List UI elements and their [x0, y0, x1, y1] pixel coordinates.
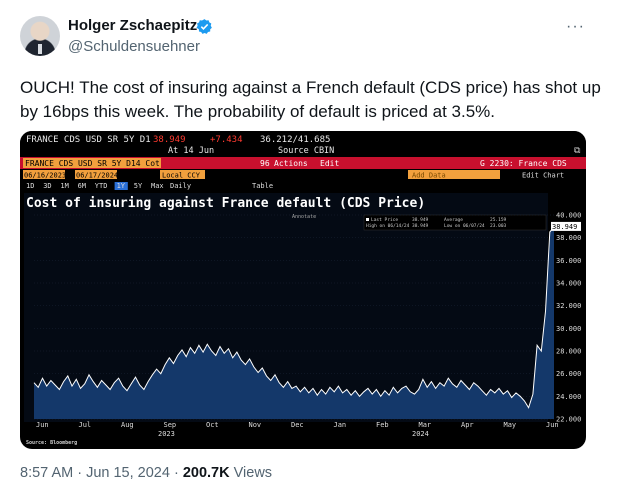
- period-button-1m[interactable]: 1M: [60, 182, 68, 190]
- x-tick-label: Mar: [419, 421, 432, 429]
- period-button-3d[interactable]: 3D: [43, 182, 51, 190]
- y-axis: 40.000 38.000 36.000 34.000 32.000 30.000 28.0…: [551, 212, 581, 424]
- x-tick-label: Jun: [36, 421, 49, 429]
- last-value: 38.949: [153, 135, 186, 145]
- range-value: 36.212/41.685: [260, 135, 330, 145]
- toolbar-ticker: FRANCE CDS USD SR 5Y D14 Cot: [25, 159, 160, 168]
- add-data-field[interactable]: [408, 170, 500, 179]
- table-label[interactable]: Table: [252, 182, 273, 190]
- author-handle[interactable]: @Schuldensuehner: [68, 38, 200, 55]
- toolbar-red: [20, 157, 586, 169]
- edit-menu-label[interactable]: Edit: [320, 159, 339, 168]
- y-tick-label: 40.000: [556, 212, 581, 220]
- x-tick-label: Oct: [206, 421, 219, 429]
- legend-average-label: Average: [444, 217, 463, 223]
- y-tick-label: 36.000: [556, 257, 581, 265]
- legend-last-label: Last Price: [371, 217, 398, 223]
- author-avatar[interactable]: [20, 16, 60, 56]
- actions-menu[interactable]: 96: [260, 159, 270, 168]
- last-value-tag: [551, 221, 581, 231]
- x-tick-label: Sep: [164, 421, 177, 429]
- tweet-text: OUCH! The cost of insuring against a Fre…: [20, 78, 601, 121]
- y-tick-label: 24.000: [556, 393, 581, 401]
- series-area: [34, 226, 554, 419]
- legend-average-value: 25.159: [490, 217, 507, 223]
- x-tick-label: Nov: [249, 421, 262, 429]
- legend-low-value: 23.003: [490, 223, 507, 229]
- y-tick-label: 32.000: [556, 302, 581, 310]
- view-count: 200.7K: [182, 465, 230, 481]
- expand-icon[interactable]: ⧉: [574, 146, 581, 156]
- legend-low-label: Low on 06/07/24: [444, 223, 485, 229]
- date-label: At 14 Jun: [168, 146, 214, 156]
- x-tick-label: Jan: [334, 421, 347, 429]
- currency-label: Local CCY: [162, 172, 201, 180]
- source-label: Source CBIN: [278, 146, 334, 156]
- period-active-bg: [114, 182, 128, 190]
- period-buttons: 1D 3D 1M 6M YTD 1Y 5Y Max: [26, 182, 164, 190]
- x-tick-label: Jul: [79, 421, 92, 429]
- x-axis: Jun Jul Aug Sep Oct Nov Dec Jan Feb Mar Apr May Jun 2…: [36, 421, 559, 438]
- chart-title: Cost of insuring against France default …: [26, 196, 425, 211]
- x-tick-label: Aug: [121, 421, 134, 429]
- period-button-5y[interactable]: 5Y: [134, 182, 143, 190]
- period-button-1d[interactable]: 1D: [26, 182, 34, 190]
- frequency-label[interactable]: Daily: [170, 182, 191, 190]
- y-tick-label: 30.000: [556, 325, 581, 333]
- y-tick-label: 28.000: [556, 348, 581, 356]
- bloomberg-chart: FRANCE CDS USD SR 5Y D1 38.949 +7.434 36…: [20, 131, 586, 446]
- add-data-label: Add Data: [412, 172, 446, 180]
- y-tick-label: 26.000: [556, 370, 581, 378]
- x-tick-label: Feb: [376, 421, 389, 429]
- last-value-tag-label: 38.949: [552, 223, 577, 231]
- legend-box: Last Price 38.949 Average 25.159 High on…: [363, 214, 547, 231]
- toolbar-dates: [20, 169, 586, 180]
- legend-last-value: 38.949: [412, 217, 429, 223]
- period-button-6m[interactable]: 6M: [78, 182, 86, 190]
- annotate-label: Annotate: [292, 214, 316, 220]
- more-options-icon[interactable]: ···: [566, 18, 585, 35]
- tweet-meta: 8:57 AM · Jun 15, 2024 · 200.7K Views: [20, 465, 273, 481]
- verified-badge-icon: [196, 19, 212, 34]
- series-line: [33, 226, 555, 409]
- author-name[interactable]: Holger Zschaepitz: [68, 17, 198, 34]
- x-year-label: 2024: [412, 430, 429, 438]
- tweet-chart-image[interactable]: FRANCE CDS USD SR 5Y D1 38.949 +7.434 36…: [20, 131, 586, 449]
- function-label: G 2230: France CDS: [480, 159, 567, 168]
- y-tick-label: 34.000: [556, 280, 581, 288]
- change-value: +7.434: [210, 135, 243, 145]
- y-tick-label: 22.000: [556, 416, 581, 424]
- edit-chart-label[interactable]: Edit Chart: [522, 172, 564, 180]
- x-year-label: 2023: [158, 430, 175, 438]
- toolbar-ticker-box[interactable]: [23, 158, 161, 168]
- period-button-max[interactable]: Max: [151, 182, 164, 190]
- period-button-ytd[interactable]: YTD: [95, 182, 108, 190]
- actions-menu-label[interactable]: Actions: [274, 159, 308, 168]
- date-from-field[interactable]: [23, 170, 65, 179]
- y-tick-label: 38.000: [556, 234, 581, 242]
- date-to-field[interactable]: [75, 170, 117, 179]
- terminal-header: [20, 131, 586, 161]
- tweet-timestamp[interactable]: 8:57 AM · Jun 15, 2024: [20, 465, 170, 481]
- date-to: 06/17/2024: [76, 172, 118, 180]
- ticker-label: FRANCE CDS USD SR 5Y D1: [26, 135, 151, 145]
- period-button-1y[interactable]: 1Y: [117, 182, 126, 190]
- x-tick-label: Apr: [461, 421, 474, 429]
- legend-swatch: [366, 218, 369, 221]
- x-tick-label: May: [504, 421, 517, 429]
- views-label: Views: [233, 465, 273, 481]
- legend-high-label: High on 06/14/24: [366, 223, 410, 229]
- currency-select[interactable]: [160, 170, 205, 179]
- x-tick-label: Jun: [546, 421, 559, 429]
- source-note: Source: Bloomberg: [26, 440, 77, 446]
- x-tick-label: Dec: [291, 421, 304, 429]
- date-from: 06/16/2023: [24, 172, 66, 180]
- legend-high-value: 38.949: [412, 223, 429, 229]
